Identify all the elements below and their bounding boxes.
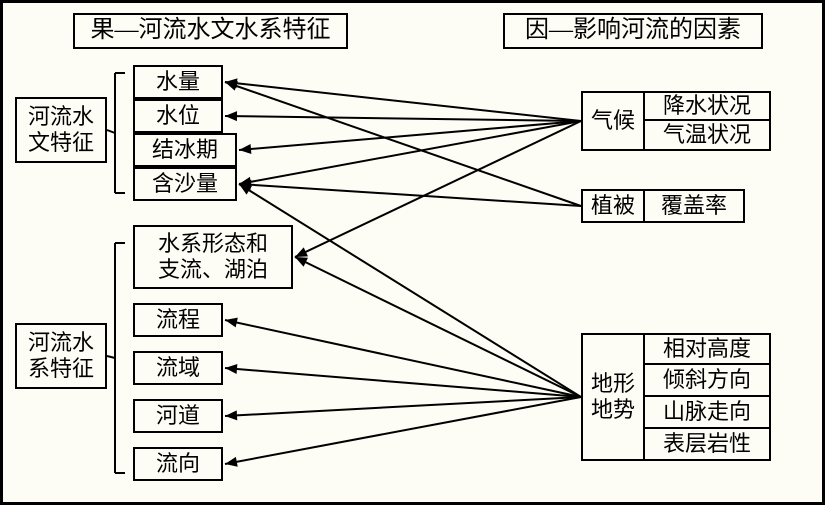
diagram-stage: 果—河流水文水系特征 因—影响河流的因素 河流水 文特征 河流水 系特征 水量 … — [0, 0, 825, 505]
item-ice-period: 结冰期 — [133, 133, 237, 167]
item-channel: 河道 — [133, 399, 223, 433]
group-riversystem-label: 河流水 系特征 — [15, 323, 107, 389]
factor-vegetation: 植被 — [581, 189, 645, 223]
item-direction: 流向 — [133, 447, 223, 481]
factor-terrain-incline: 倾斜方向 — [645, 365, 771, 397]
item-water-level: 水位 — [133, 99, 223, 133]
item-basin: 流域 — [133, 351, 223, 385]
header-causes: 因—影响河流的因素 — [503, 13, 763, 49]
item-morphology: 水系形态和 支流、湖泊 — [133, 225, 293, 289]
factor-climate: 气候 — [581, 91, 645, 151]
factor-climate-temp: 气温状况 — [645, 121, 771, 151]
factor-terrain-strike: 山脉走向 — [645, 397, 771, 429]
factor-terrain: 地形 地势 — [581, 333, 645, 461]
factor-climate-precip: 降水状况 — [645, 91, 771, 121]
factor-vegetation-coverage: 覆盖率 — [645, 189, 745, 223]
factor-terrain-relheight: 相对高度 — [645, 333, 771, 365]
item-sediment: 含沙量 — [133, 167, 237, 201]
item-water-volume: 水量 — [133, 65, 223, 99]
factor-terrain-lithology: 表层岩性 — [645, 429, 771, 461]
header-effects: 果—河流水文水系特征 — [73, 13, 348, 49]
group-hydrology-label: 河流水 文特征 — [15, 97, 107, 163]
item-course: 流程 — [133, 303, 223, 337]
